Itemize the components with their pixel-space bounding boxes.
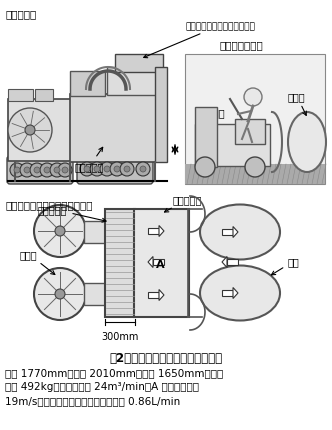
Text: 全長 1770mm、全幅 2010mm、全高 1650mm、機体: 全長 1770mm、全幅 2010mm、全高 1650mm、機体 — [5, 367, 223, 377]
Circle shape — [34, 206, 86, 258]
Circle shape — [245, 158, 265, 178]
Text: A: A — [156, 259, 164, 269]
Circle shape — [90, 163, 104, 177]
Bar — [134, 209, 189, 317]
FancyBboxPatch shape — [77, 155, 153, 184]
Bar — [222, 230, 233, 236]
Circle shape — [114, 166, 120, 172]
Bar — [185, 165, 325, 184]
Circle shape — [34, 268, 86, 320]
Circle shape — [58, 164, 72, 178]
Bar — [84, 221, 106, 243]
Circle shape — [40, 164, 54, 178]
Circle shape — [8, 109, 52, 153]
Text: 質量 492kg、送風機風量 24m³/min、A 点の平均風速: 質量 492kg、送風機風量 24m³/min、A 点の平均風速 — [5, 381, 199, 391]
Bar — [227, 259, 238, 265]
Ellipse shape — [200, 205, 280, 260]
Polygon shape — [148, 257, 153, 268]
Circle shape — [124, 166, 130, 172]
Circle shape — [100, 163, 114, 177]
Circle shape — [34, 168, 40, 174]
Text: 【送風部・トラップ部平面図】: 【送風部・トラップ部平面図】 — [5, 200, 93, 209]
Circle shape — [24, 168, 30, 174]
Circle shape — [104, 166, 110, 172]
Bar — [105, 209, 135, 317]
Circle shape — [25, 126, 35, 136]
Text: 19m/s、ウォーターアシスト使用水量 0.86L/min: 19m/s、ウォーターアシスト使用水量 0.86L/min — [5, 395, 180, 405]
Bar — [185, 55, 325, 184]
Polygon shape — [159, 290, 164, 301]
FancyBboxPatch shape — [7, 157, 73, 184]
Polygon shape — [159, 226, 164, 237]
Bar — [148, 292, 159, 298]
Text: 300mm: 300mm — [101, 331, 139, 341]
Bar — [8, 90, 33, 102]
Bar — [195, 125, 270, 166]
Text: 風筒: 風筒 — [272, 256, 300, 275]
Circle shape — [50, 164, 64, 178]
Circle shape — [30, 164, 44, 178]
Bar — [70, 72, 105, 97]
Text: 送風ダクト: 送風ダクト — [38, 205, 106, 223]
Circle shape — [20, 164, 34, 178]
Bar — [70, 95, 158, 163]
Bar — [115, 55, 163, 73]
Circle shape — [244, 89, 262, 107]
Circle shape — [110, 163, 124, 177]
Circle shape — [195, 158, 215, 178]
Text: 【作業概略図】: 【作業概略図】 — [220, 40, 264, 50]
Bar — [153, 259, 164, 265]
Circle shape — [10, 164, 24, 178]
Ellipse shape — [288, 113, 326, 172]
Bar — [107, 68, 157, 96]
Bar — [222, 290, 233, 296]
Bar — [84, 283, 106, 305]
Ellipse shape — [200, 266, 280, 321]
Circle shape — [54, 168, 60, 174]
Circle shape — [55, 289, 65, 299]
Text: 図2　乗用形送風式捕虫機の概略図: 図2 乗用形送風式捕虫機の概略図 — [110, 351, 222, 364]
Polygon shape — [222, 257, 227, 268]
Circle shape — [136, 163, 150, 177]
Circle shape — [44, 168, 50, 174]
Circle shape — [55, 227, 65, 237]
Circle shape — [14, 168, 20, 174]
Circle shape — [80, 163, 94, 177]
Bar — [195, 108, 217, 168]
Text: トラップ部: トラップ部 — [164, 194, 203, 212]
Bar — [8, 100, 73, 162]
Circle shape — [84, 166, 90, 172]
Bar — [148, 228, 159, 234]
Text: 【全体図】: 【全体図】 — [5, 9, 36, 19]
Circle shape — [140, 166, 146, 172]
Circle shape — [120, 163, 134, 177]
Circle shape — [62, 168, 68, 174]
Text: 送風機: 送風機 — [20, 249, 55, 275]
Bar — [155, 68, 167, 163]
Bar — [235, 120, 265, 144]
Text: ウォーターアシスト用タンク: ウォーターアシスト用タンク — [144, 22, 255, 58]
Bar — [35, 90, 53, 102]
Text: 送風ダクト: 送風ダクト — [75, 148, 104, 172]
Polygon shape — [233, 227, 238, 238]
Polygon shape — [233, 288, 238, 299]
Text: 回収袋: 回収袋 — [288, 92, 306, 116]
Circle shape — [94, 166, 100, 172]
Text: 送風機: 送風機 — [208, 108, 226, 118]
